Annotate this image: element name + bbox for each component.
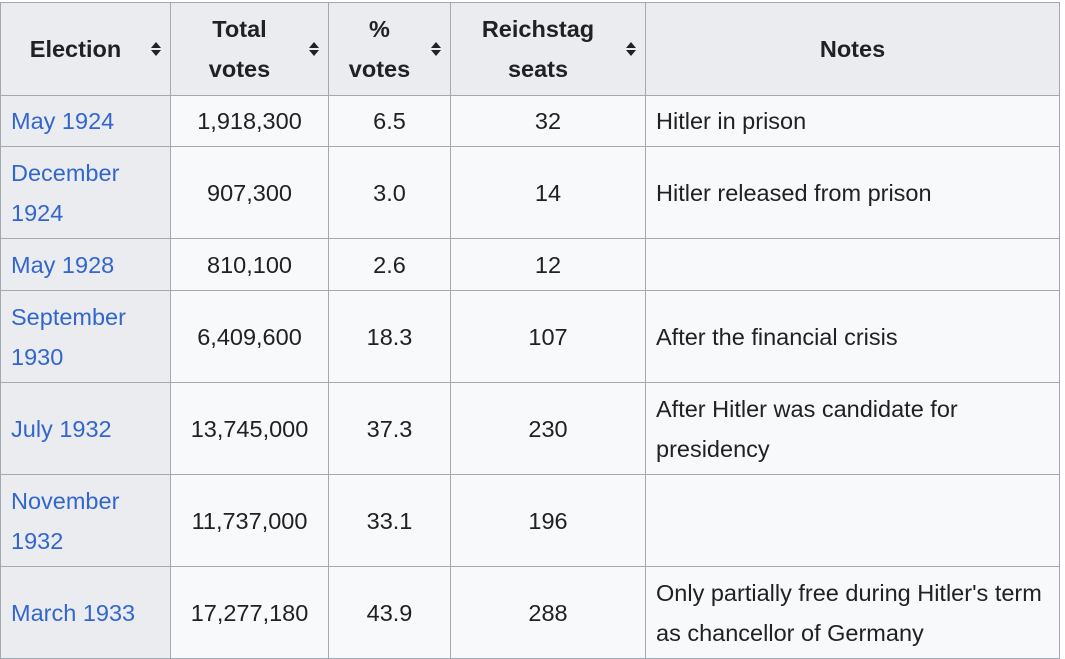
column-header-total-votes[interactable]: Total votes	[170, 2, 329, 96]
notes-cell: After Hitler was candidate for presidenc…	[645, 382, 1060, 475]
table-row: March 1933 17,277,180 43.9 288 Only part…	[0, 566, 1060, 659]
column-header-pct-votes[interactable]: % votes	[328, 2, 451, 96]
pct-votes-cell: 43.9	[328, 566, 451, 659]
seats-cell: 230	[450, 382, 646, 475]
column-header-notes: Notes	[645, 2, 1060, 96]
table-row: May 1928 810,100 2.6 12	[0, 238, 1060, 291]
header-label-seats-line2: seats	[507, 56, 569, 82]
pct-votes-cell: 18.3	[328, 290, 451, 383]
column-header-election[interactable]: Election	[0, 2, 171, 96]
sort-up-down-icon[interactable]	[308, 41, 320, 57]
header-label-pct-votes-line1: %	[369, 16, 390, 42]
notes-cell: Only partially free during Hitler's term…	[645, 566, 1060, 659]
total-votes-cell: 17,277,180	[170, 566, 329, 659]
election-cell: March 1933	[0, 566, 171, 659]
sort-up-down-icon[interactable]	[430, 41, 442, 57]
pct-votes-cell: 33.1	[328, 474, 451, 567]
seats-cell: 107	[450, 290, 646, 383]
table-row: November 1932 11,737,000 33.1 196	[0, 474, 1060, 567]
seats-cell: 14	[450, 146, 646, 239]
notes-cell: Hitler released from prison	[645, 146, 1060, 239]
total-votes-cell: 13,745,000	[170, 382, 329, 475]
election-cell: September 1930	[0, 290, 171, 383]
notes-cell: Hitler in prison	[645, 95, 1060, 147]
election-cell: July 1932	[0, 382, 171, 475]
header-label-pct-votes: % votes	[349, 9, 430, 89]
total-votes-cell: 907,300	[170, 146, 329, 239]
election-link[interactable]: March 1933	[11, 599, 136, 626]
total-votes-cell: 11,737,000	[170, 474, 329, 567]
column-header-seats[interactable]: Reichstag seats	[450, 2, 646, 96]
notes-cell	[645, 238, 1060, 291]
election-link[interactable]: May 1928	[11, 251, 115, 278]
header-label-election: Election	[29, 36, 122, 62]
election-link[interactable]: December 1924	[11, 159, 120, 226]
header-label-seats-line1: Reichstag	[481, 16, 595, 42]
header-label-seats: Reichstag seats	[482, 9, 614, 89]
table-row: December 1924 907,300 3.0 14 Hitler rele…	[0, 146, 1060, 239]
election-cell: December 1924	[0, 146, 171, 239]
notes-cell	[645, 474, 1060, 567]
election-link[interactable]: November 1932	[11, 487, 120, 554]
header-row: Election Total votes % votes Reichst	[0, 2, 1060, 96]
header-label-pct-votes-line2: votes	[348, 56, 411, 82]
total-votes-cell: 1,918,300	[170, 95, 329, 147]
election-cell: November 1932	[0, 474, 171, 567]
election-link[interactable]: July 1932	[11, 415, 112, 442]
table-row: July 1932 13,745,000 37.3 230 After Hitl…	[0, 382, 1060, 475]
header-label-total-votes-line1: Total	[212, 16, 267, 42]
pct-votes-cell: 3.0	[328, 146, 451, 239]
pct-votes-cell: 6.5	[328, 95, 451, 147]
election-cell: May 1928	[0, 238, 171, 291]
seats-cell: 32	[450, 95, 646, 147]
total-votes-cell: 810,100	[170, 238, 329, 291]
election-link[interactable]: September 1930	[11, 303, 126, 370]
total-votes-cell: 6,409,600	[170, 290, 329, 383]
notes-cell: After the financial crisis	[645, 290, 1060, 383]
pct-votes-cell: 2.6	[328, 238, 451, 291]
election-cell: May 1924	[0, 95, 171, 147]
seats-cell: 196	[450, 474, 646, 567]
pct-votes-cell: 37.3	[328, 382, 451, 475]
header-label-total-votes-line2: votes	[208, 56, 271, 82]
sort-up-down-icon[interactable]	[625, 41, 637, 57]
seats-cell: 288	[450, 566, 646, 659]
table-row: September 1930 6,409,600 18.3 107 After …	[0, 290, 1060, 383]
election-link[interactable]: May 1924	[11, 108, 115, 134]
sort-up-down-icon[interactable]	[150, 41, 162, 57]
header-label-total-votes: Total votes	[209, 9, 290, 89]
table-row: May 1924 1,918,300 6.5 32 Hitler in pris…	[0, 95, 1060, 147]
header-label-notes: Notes	[819, 36, 886, 62]
seats-cell: 12	[450, 238, 646, 291]
